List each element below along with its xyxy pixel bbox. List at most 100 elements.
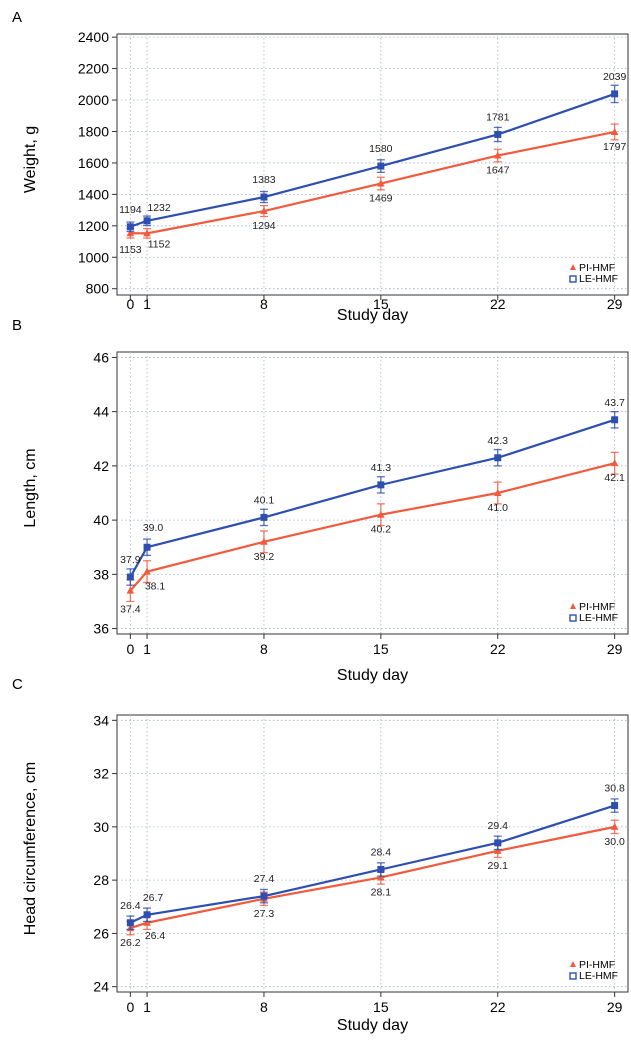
y-tick-label: 1200: [78, 218, 109, 234]
x-axis-title: Study day: [337, 307, 408, 324]
y-tick-label: 44: [93, 404, 109, 420]
data-label: 1797: [603, 141, 627, 153]
x-tick-label: 22: [490, 641, 506, 657]
y-tick-label: 30: [93, 819, 109, 835]
data-point: [377, 481, 385, 489]
legend-square-icon: [569, 972, 577, 980]
x-tick-label: 1: [143, 296, 151, 312]
data-label: 26.4: [120, 900, 141, 912]
legend-label: LE-HMF: [579, 273, 618, 285]
y-tick-label: 38: [93, 566, 109, 582]
panel-label: B: [12, 317, 22, 334]
y-tick-label: 42: [93, 458, 109, 474]
y-axis-title: Head circumference, cm: [22, 762, 39, 935]
data-point: [610, 127, 619, 135]
y-tick-label: 1000: [78, 249, 109, 265]
series-le-hmf: 1194 1232 1383 1580 1781 2039: [119, 71, 627, 233]
data-label: 43.7: [604, 397, 625, 409]
y-tick-label: 1400: [78, 186, 109, 202]
x-tick-label: 29: [607, 999, 623, 1015]
data-label: 42.1: [604, 472, 625, 484]
x-tick-label: 8: [260, 999, 268, 1015]
x-axis-title: Study day: [337, 1017, 408, 1034]
data-point: [143, 543, 151, 551]
data-label: 2039: [603, 71, 627, 83]
panel-label: C: [12, 676, 23, 693]
data-point: [611, 802, 619, 810]
series-line: [129, 462, 615, 592]
legend-item: LE-HMF: [569, 612, 618, 624]
legend-square-icon: [569, 275, 577, 283]
data-point: [610, 459, 619, 467]
series-line: [130, 130, 615, 235]
panel-a: A 800 1000 1200 1400 1600 1800 2000 2200 2400 0 1 8 1…: [12, 9, 629, 324]
y-tick-label: 32: [93, 766, 109, 782]
data-point: [610, 822, 619, 830]
data-label: 39.0: [143, 522, 164, 534]
y-tick-label: 34: [93, 712, 109, 728]
legend-label: PI-HMF: [579, 262, 615, 274]
legend-item: LE-HMF: [569, 970, 618, 982]
x-tick-label: 15: [373, 999, 389, 1015]
data-label: 1153: [119, 244, 142, 256]
x-tick-label: 29: [607, 641, 623, 657]
legend-item: LE-HMF: [569, 273, 618, 285]
x-axis-title: Study day: [337, 667, 408, 684]
data-label: 30.0: [604, 836, 625, 848]
y-tick-label: 1600: [78, 155, 109, 171]
data-point: [494, 454, 502, 462]
x-tick-label: 15: [373, 641, 389, 657]
data-label: 1194: [119, 204, 142, 216]
data-point: [260, 513, 268, 521]
series-le-hmf: 26.426.7 27.4 28.4 29.4 30.8: [120, 783, 625, 931]
plot-area: [116, 714, 629, 993]
data-label: 38.1: [145, 581, 166, 593]
data-label: 1294: [252, 220, 276, 232]
data-point: [493, 846, 502, 854]
data-label: 40.1: [254, 494, 275, 506]
data-point: [377, 865, 385, 873]
x-tick-label: 15: [373, 296, 389, 312]
data-point: [260, 207, 268, 215]
data-label: 26.4: [145, 930, 166, 942]
plot-area: [116, 351, 629, 635]
data-label: 1383: [252, 174, 276, 186]
y-tick-label: 2200: [78, 61, 109, 77]
data-point: [260, 193, 268, 201]
series-line: [130, 825, 615, 930]
data-label: 1580: [369, 143, 393, 155]
data-label: 27.3: [254, 908, 275, 920]
legend-label: PI-HMF: [579, 959, 615, 971]
data-point: [126, 223, 134, 231]
data-label: 26.7: [143, 892, 164, 904]
x-tick-label: 22: [490, 999, 506, 1015]
data-point: [377, 873, 385, 881]
y-tick-label: 26: [93, 925, 109, 941]
legend-item: PI-HMF: [570, 262, 615, 274]
data-label: 26.2: [120, 937, 141, 949]
y-tick-label: 800: [86, 281, 110, 297]
y-tick-label: 36: [93, 621, 109, 637]
legend-item: PI-HMF: [570, 601, 615, 613]
data-point: [260, 537, 268, 545]
data-label: 29.1: [488, 860, 509, 872]
data-point: [611, 416, 619, 424]
data-point: [377, 510, 385, 518]
series-pi-hmf: 37.4 38.1 39.2 40.2 41.0 42.1: [120, 451, 625, 616]
data-label: 40.2: [371, 524, 392, 536]
data-point: [143, 217, 151, 225]
data-label: 28.4: [371, 846, 392, 858]
data-label: 39.2: [254, 551, 275, 563]
y-tick-label: 2000: [78, 92, 109, 108]
y-tick-label: 2400: [78, 29, 109, 45]
series-pi-hmf: 26.2 26.4 27.3 28.1 29.1 30.0: [120, 819, 625, 949]
data-label: 1647: [486, 165, 510, 177]
data-label: 41.0: [488, 502, 509, 514]
data-point: [494, 130, 502, 138]
panel-label: A: [12, 9, 22, 26]
data-label: 37.9: [120, 554, 141, 566]
legend-label: LE-HMF: [579, 612, 618, 624]
data-point: [126, 919, 134, 927]
